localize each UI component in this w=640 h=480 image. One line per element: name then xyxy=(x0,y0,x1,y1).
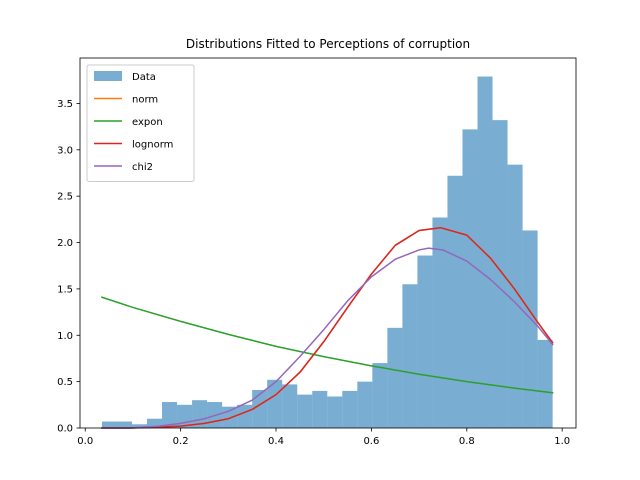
plot-area xyxy=(79,57,577,429)
histogram-bar xyxy=(101,421,117,428)
histogram-bar xyxy=(522,230,538,428)
histogram-bar xyxy=(537,339,553,428)
histogram-bar xyxy=(372,363,388,428)
histogram-bar xyxy=(342,390,358,428)
fitted-curves xyxy=(100,226,554,429)
histogram-bar xyxy=(432,217,448,428)
chi2-curve xyxy=(101,247,554,429)
legend-label-norm: norm xyxy=(132,95,158,106)
x-tick-label: 0.2 xyxy=(173,436,189,447)
histogram-bar xyxy=(327,396,343,428)
chart-title: Distributions Fitted to Perceptions of c… xyxy=(186,37,470,51)
histogram-bar xyxy=(447,175,463,428)
y-tick-label: 3.5 xyxy=(57,99,73,110)
axes-frame xyxy=(79,57,577,429)
legend-swatch-Data xyxy=(94,71,122,81)
legend: Data norm expon lognorm chi2 xyxy=(86,64,195,182)
legend-label-lognorm: lognorm xyxy=(132,140,173,151)
y-tick-label: 2.5 xyxy=(57,192,73,203)
histogram-bar xyxy=(312,390,328,428)
lognorm-curve xyxy=(101,226,554,429)
x-tick-label: 0.0 xyxy=(77,436,93,447)
histogram-bar xyxy=(237,404,253,428)
histogram-bar xyxy=(357,381,373,428)
y-tick-label: 0.0 xyxy=(57,424,73,435)
histogram-bar xyxy=(387,327,403,428)
y-tick-label: 0.5 xyxy=(57,377,73,388)
y-tick-label: 1.0 xyxy=(57,331,73,342)
histogram-bars xyxy=(101,76,553,429)
x-tick-label: 1.0 xyxy=(554,436,570,447)
histogram-bar xyxy=(282,384,298,428)
legend-label-Data: Data xyxy=(132,72,156,83)
histogram-bar xyxy=(507,164,523,428)
y-tick-label: 2.0 xyxy=(57,238,73,249)
histogram-bar xyxy=(147,418,163,428)
histogram-bar xyxy=(252,389,268,428)
x-tick-label: 0.6 xyxy=(363,436,379,447)
y-axis: 0.0 0.5 1.0 1.5 2.0 2.5 3.0 3.5 xyxy=(57,99,80,435)
legend-label-expon: expon xyxy=(132,117,163,128)
histogram-bar xyxy=(116,421,132,428)
y-tick-label: 1.5 xyxy=(57,284,73,295)
histogram-bar xyxy=(402,284,418,428)
y-tick-label: 3.0 xyxy=(57,145,73,156)
histogram-bar xyxy=(162,402,178,428)
histogram-bar xyxy=(462,129,478,428)
x-tick-label: 0.8 xyxy=(459,436,475,447)
x-axis: 0.0 0.2 0.4 0.6 0.8 1.0 xyxy=(77,428,570,447)
x-tick-label: 0.4 xyxy=(268,436,284,447)
histogram-bar xyxy=(417,255,433,428)
histogram-bar xyxy=(492,120,508,429)
histogram-bar xyxy=(297,394,313,428)
legend-label-chi2: chi2 xyxy=(132,162,153,173)
legend-box xyxy=(86,64,195,182)
histogram-bar xyxy=(131,424,148,428)
expon-curve xyxy=(100,296,554,394)
